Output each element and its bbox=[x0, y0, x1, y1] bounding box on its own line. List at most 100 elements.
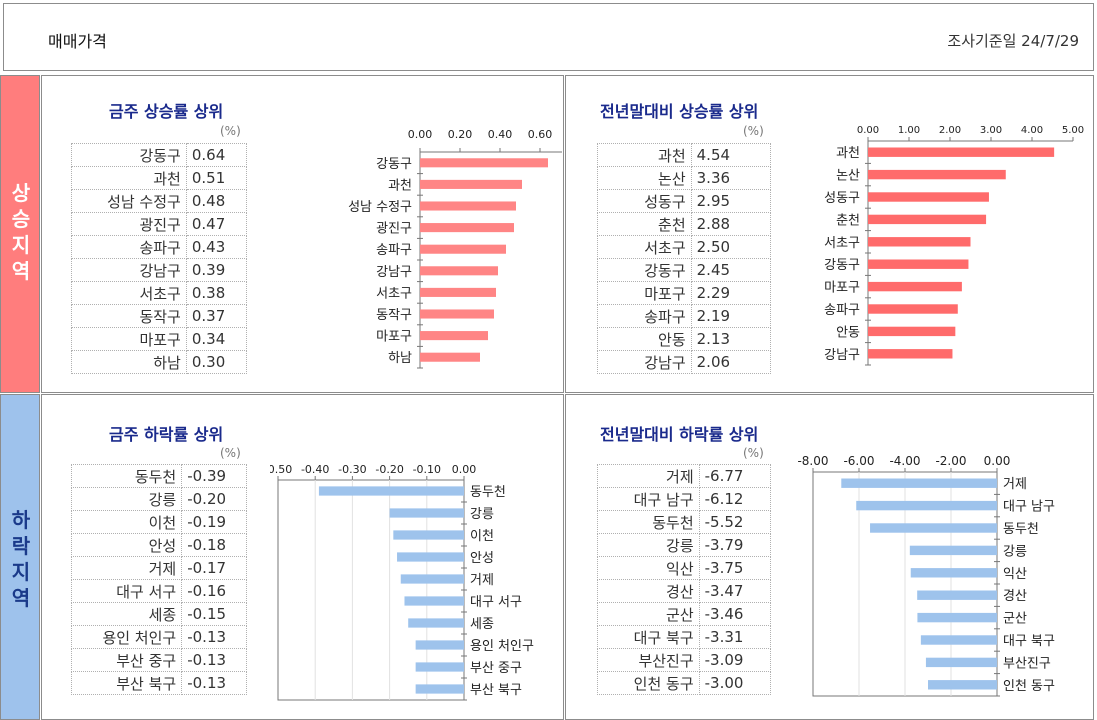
table-row: 송파구 2.19 bbox=[597, 304, 772, 328]
bar bbox=[420, 331, 488, 341]
category-label: 동두천 bbox=[470, 485, 506, 500]
table-row: 강릉 -3.79 bbox=[597, 533, 772, 557]
bar bbox=[415, 662, 464, 672]
category-label: 과천 bbox=[836, 146, 860, 161]
panel-year-rise: 전년말대비 상승률 상위 (%) 과천 4.54 논산 3.36 성동구 2.95 춘천 2.… bbox=[565, 75, 1094, 393]
bar bbox=[868, 281, 962, 292]
category-label: 동두천 bbox=[1003, 522, 1039, 537]
table-row: 안성 -0.18 bbox=[70, 533, 247, 557]
table-row: 춘천 2.88 bbox=[597, 212, 772, 236]
region-name: 송파구 bbox=[597, 304, 692, 328]
page-title: 매매가격 bbox=[48, 32, 107, 51]
category-label: 과천 bbox=[388, 178, 412, 193]
region-name: 동두천 bbox=[597, 510, 700, 534]
category-label: 부산 중구 bbox=[470, 661, 522, 676]
region-value: 2.29 bbox=[690, 281, 772, 305]
region-value: -0.19 bbox=[181, 510, 247, 534]
bar bbox=[420, 352, 480, 362]
unit-label: (%) bbox=[220, 446, 241, 460]
table-row: 인천 동구 -3.00 bbox=[597, 671, 772, 695]
region-name: 마포구 bbox=[71, 327, 187, 351]
region-value: -0.18 bbox=[181, 533, 247, 557]
region-value: 2.19 bbox=[690, 304, 772, 328]
table-row: 부산 중구 -0.13 bbox=[70, 648, 247, 672]
table-row: 동두천 -5.52 bbox=[597, 510, 772, 534]
category-label: 용인 처인구 bbox=[470, 639, 534, 654]
table-row: 용인 처인구 -0.13 bbox=[70, 625, 247, 649]
region-name: 동작구 bbox=[71, 304, 187, 328]
bar bbox=[917, 612, 997, 623]
unit-label: (%) bbox=[743, 446, 764, 460]
table-row: 서초구 2.50 bbox=[597, 235, 772, 259]
table-row: 군산 -3.46 bbox=[597, 602, 772, 626]
bar bbox=[868, 237, 971, 247]
category-label: 익산 bbox=[1003, 567, 1027, 582]
bar bbox=[415, 684, 464, 694]
panel-year-fall: 전년말대비 하락률 상위 (%) 거제 -6.77 대구 남구 -6.12 동두천 -5.… bbox=[565, 394, 1094, 720]
region-name: 대구 남구 bbox=[597, 487, 700, 511]
unit-label: (%) bbox=[743, 124, 764, 138]
region-name: 군산 bbox=[597, 602, 700, 626]
region-name: 안동 bbox=[597, 327, 692, 351]
category-label: 강남구 bbox=[376, 265, 412, 280]
region-value: 0.38 bbox=[185, 281, 248, 305]
rank-table: 과천 4.54 논산 3.36 성동구 2.95 춘천 2.88 서초구 2.50 강동구 2.45 마… bbox=[597, 143, 772, 374]
region-name: 서초구 bbox=[71, 281, 187, 305]
region-name: 세종 bbox=[70, 602, 183, 626]
panel-title: 전년말대비 하락률 상위 bbox=[600, 425, 759, 444]
bar bbox=[868, 259, 969, 269]
bar bbox=[868, 214, 987, 225]
region-name: 강릉 bbox=[597, 533, 700, 557]
region-name: 송파구 bbox=[71, 235, 187, 259]
region-name: 대구 서구 bbox=[70, 579, 183, 603]
category-label: 안동 bbox=[836, 325, 860, 340]
region-name: 이천 bbox=[70, 510, 183, 534]
category-label: 세종 bbox=[470, 617, 494, 632]
table-row: 익산 -3.75 bbox=[597, 556, 772, 580]
region-name: 과천 bbox=[597, 143, 692, 167]
category-label: 성동구 bbox=[824, 191, 860, 206]
x-tick-label: -6.00 bbox=[843, 454, 874, 468]
x-tick-label: 0.60 bbox=[528, 128, 553, 141]
category-label: 송파구 bbox=[376, 243, 412, 258]
x-tick-label: 5.00 bbox=[1062, 125, 1084, 136]
category-label: 강남구 bbox=[824, 348, 860, 363]
bar bbox=[928, 680, 997, 690]
bar bbox=[917, 590, 997, 600]
region-name: 거제 bbox=[70, 556, 183, 580]
bar-chart: -0.50 -0.40 -0.30 -0.20 -0.10 0.00 동두천강릉이천안성거제… bbox=[270, 463, 534, 701]
category-label: 거제 bbox=[470, 573, 494, 588]
x-tick-label: -2.00 bbox=[935, 454, 966, 468]
table-row: 대구 서구 -0.16 bbox=[70, 579, 247, 603]
table-row: 대구 북구 -3.31 bbox=[597, 625, 772, 649]
category-label: 강릉 bbox=[470, 507, 494, 522]
x-tick-label: 0.40 bbox=[488, 128, 513, 141]
region-value: -0.17 bbox=[181, 556, 247, 580]
x-tick-label: -8.00 bbox=[797, 454, 828, 468]
panel-title: 금주 하락률 상위 bbox=[109, 425, 224, 444]
bar bbox=[910, 568, 997, 578]
bar bbox=[420, 309, 494, 319]
bar bbox=[420, 223, 514, 233]
bar bbox=[420, 287, 496, 297]
x-tick-label: -4.00 bbox=[889, 454, 920, 468]
category-label: 부산진구 bbox=[1003, 656, 1051, 671]
x-tick-label: -0.50 bbox=[270, 463, 292, 476]
x-tick-label: 4.00 bbox=[1021, 125, 1043, 136]
side-label-char: 지 bbox=[11, 560, 31, 584]
region-name: 인천 동구 bbox=[597, 671, 700, 695]
category-label: 강릉 bbox=[1003, 544, 1027, 559]
region-value: -6.12 bbox=[698, 487, 772, 511]
category-label: 안성 bbox=[470, 551, 494, 566]
bar-chart: 0.00 1.00 2.00 3.00 4.00 5.00 과천논산성동구춘천서초구강동구마… bbox=[824, 125, 1084, 366]
bar bbox=[909, 545, 997, 556]
category-label: 논산 bbox=[836, 169, 860, 184]
x-tick-label: -0.40 bbox=[301, 463, 329, 476]
region-name: 대구 북구 bbox=[597, 625, 700, 649]
category-label: 마포구 bbox=[824, 281, 860, 296]
region-value: -0.39 bbox=[181, 464, 247, 488]
table-row: 동두천 -0.39 bbox=[70, 464, 247, 488]
bar bbox=[400, 574, 464, 584]
